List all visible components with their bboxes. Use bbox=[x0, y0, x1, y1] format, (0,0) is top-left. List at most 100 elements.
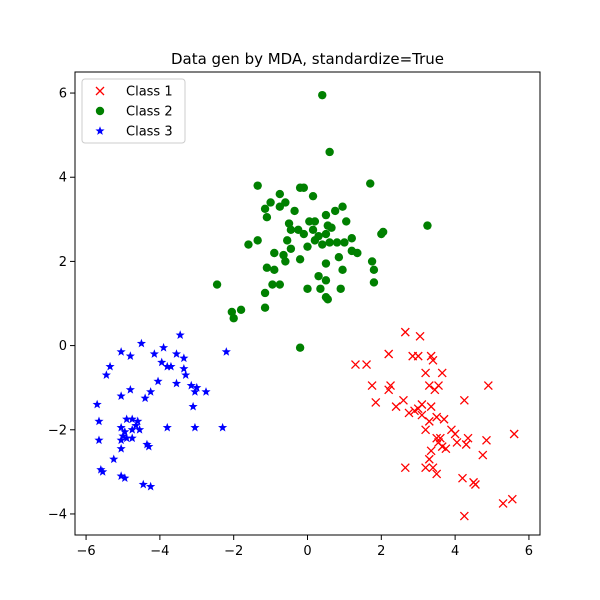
legend-marker bbox=[95, 106, 105, 116]
data-point bbox=[120, 473, 130, 483]
data-point bbox=[338, 265, 347, 275]
data-point bbox=[179, 353, 189, 363]
data-point bbox=[162, 422, 172, 432]
data-point bbox=[404, 408, 414, 418]
data-point bbox=[336, 284, 345, 293]
data-point bbox=[321, 276, 331, 285]
data-point bbox=[299, 183, 309, 192]
data-point bbox=[509, 429, 519, 439]
data-point bbox=[452, 437, 462, 447]
data-point bbox=[133, 416, 143, 426]
y-tick-label: −4 bbox=[48, 507, 67, 522]
y-tick-label: 6 bbox=[59, 87, 67, 102]
data-point bbox=[94, 416, 104, 426]
data-point bbox=[190, 387, 200, 396]
data-point bbox=[122, 414, 132, 424]
data-point bbox=[366, 179, 375, 188]
x-tick-label: −2 bbox=[224, 544, 243, 559]
data-point bbox=[262, 213, 272, 222]
data-point bbox=[437, 368, 447, 378]
data-point bbox=[116, 391, 126, 400]
data-point bbox=[367, 257, 377, 266]
data-point bbox=[101, 370, 111, 379]
data-point bbox=[253, 181, 262, 190]
data-point bbox=[338, 202, 347, 211]
data-point bbox=[421, 368, 431, 378]
chart-title: Data gen by MDA, standardize=True bbox=[171, 50, 444, 68]
data-point bbox=[201, 387, 211, 396]
data-point bbox=[323, 295, 332, 304]
plot-area bbox=[92, 90, 519, 521]
data-point bbox=[424, 381, 434, 391]
data-point bbox=[458, 473, 467, 483]
legend-box bbox=[81, 78, 186, 144]
data-point bbox=[162, 361, 172, 371]
axes-frame bbox=[74, 71, 541, 536]
data-point bbox=[157, 357, 167, 367]
data-point bbox=[384, 349, 394, 359]
legend-entry: Class 2 bbox=[95, 105, 173, 120]
data-point bbox=[262, 263, 272, 272]
data-point bbox=[367, 381, 377, 391]
data-point bbox=[275, 280, 285, 289]
data-point bbox=[318, 90, 327, 100]
data-point bbox=[369, 278, 379, 287]
data-point bbox=[432, 469, 442, 479]
data-point bbox=[423, 221, 432, 230]
data-point bbox=[136, 338, 146, 348]
data-point bbox=[131, 420, 141, 430]
data-point bbox=[212, 280, 222, 289]
data-point bbox=[281, 257, 290, 266]
data-point bbox=[135, 424, 145, 434]
data-point bbox=[308, 191, 318, 201]
data-point bbox=[347, 234, 356, 243]
data-point bbox=[428, 463, 438, 473]
y-tick-label: 4 bbox=[59, 171, 67, 186]
data-point bbox=[127, 424, 137, 434]
data-point bbox=[426, 446, 436, 456]
data-point bbox=[314, 271, 323, 281]
data-point bbox=[318, 240, 327, 249]
data-point bbox=[159, 342, 169, 352]
data-point bbox=[325, 147, 334, 157]
data-point bbox=[98, 467, 108, 476]
data-point bbox=[188, 401, 198, 411]
series-class-1 bbox=[351, 327, 519, 521]
data-point bbox=[428, 355, 438, 365]
data-point bbox=[125, 384, 135, 394]
data-point bbox=[369, 265, 379, 275]
series-class-3 bbox=[92, 330, 231, 491]
data-point bbox=[146, 481, 156, 491]
legend-marker bbox=[95, 86, 105, 96]
data-point bbox=[421, 425, 431, 435]
data-point bbox=[340, 238, 349, 247]
legend-label: Class 3 bbox=[126, 125, 173, 140]
data-point bbox=[371, 397, 381, 407]
data-point bbox=[295, 255, 305, 264]
data-point bbox=[498, 498, 508, 508]
data-point bbox=[303, 242, 312, 251]
data-point bbox=[229, 314, 238, 323]
data-point bbox=[120, 427, 130, 436]
data-point bbox=[260, 303, 270, 312]
x-tick-label: 2 bbox=[377, 544, 385, 559]
data-point bbox=[413, 351, 423, 361]
data-point bbox=[507, 494, 517, 504]
data-point bbox=[175, 330, 185, 339]
data-point bbox=[146, 387, 156, 396]
data-point bbox=[244, 240, 253, 249]
data-point bbox=[334, 253, 344, 262]
data-point bbox=[400, 463, 410, 473]
axis-ticks: −6 −4 −2 0 2 4 6 −4 −2 0 2 4 6 bbox=[48, 87, 533, 559]
data-point bbox=[450, 429, 460, 439]
data-point bbox=[192, 382, 202, 392]
x-tick-label: 0 bbox=[303, 544, 311, 559]
data-point bbox=[327, 223, 336, 232]
data-point bbox=[321, 259, 331, 268]
data-point bbox=[321, 229, 331, 239]
data-point bbox=[426, 402, 436, 412]
data-point bbox=[299, 229, 309, 239]
data-point bbox=[268, 280, 277, 289]
data-point bbox=[284, 219, 294, 228]
